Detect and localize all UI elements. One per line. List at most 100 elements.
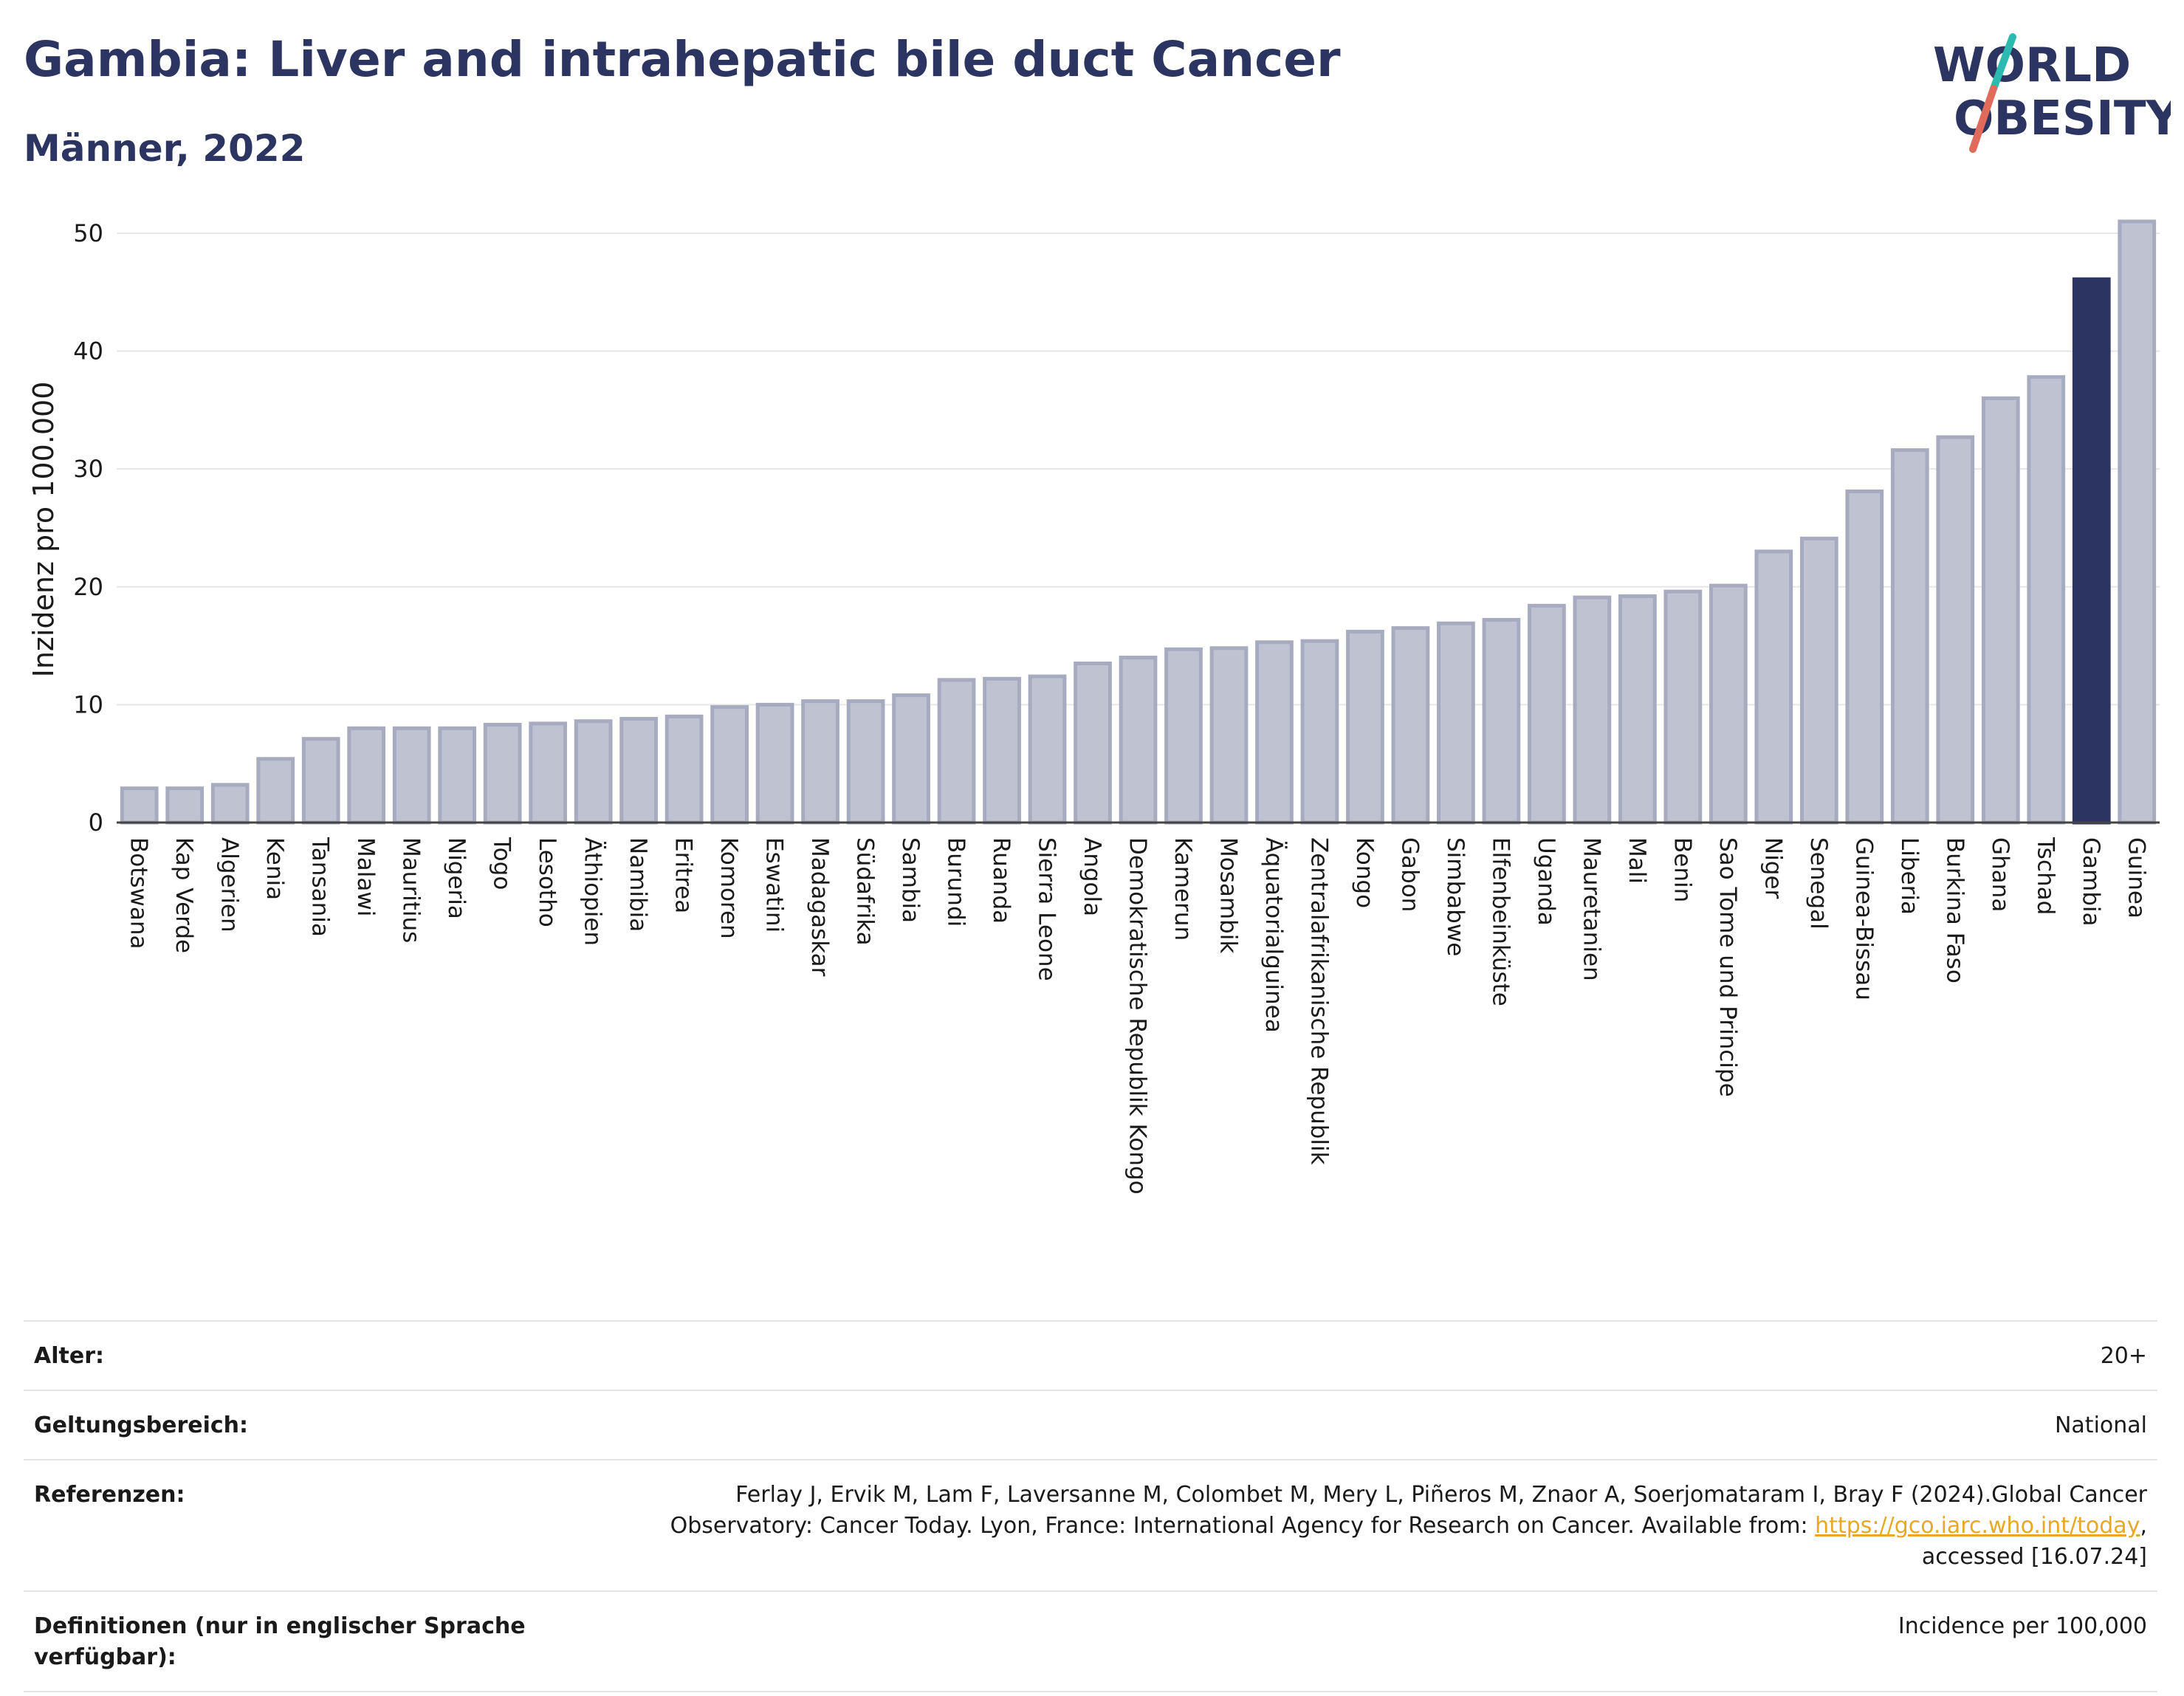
chart-title: Gambia: Liver and intrahepatic bile duct… [24,31,1341,88]
x-tick-label: Elfenbeinküste [1487,837,1514,1006]
bar-kamerun [1164,647,1203,825]
bar-niger [1754,549,1793,825]
x-tick-label: Guinea [2123,837,2149,919]
bar-madagaskar [801,699,839,825]
x-tick-label: Sambia [897,837,924,923]
y-tick-label: 40 [73,337,103,365]
y-tick-label: 30 [73,455,103,483]
bar-ghana [1981,396,2020,825]
x-tick-label: Mali [1624,837,1650,884]
y-tick-label: 10 [73,690,103,718]
x-tick-label: Ghana [1987,837,2013,912]
bar-burkina-faso [1936,435,1975,825]
x-tick-label: Lesotho [534,837,560,927]
reference-comma: , [2140,1513,2147,1539]
x-tick-label: Gambia [2078,837,2104,927]
x-tick-label: Kenia [261,837,288,900]
bar-elfenbeinküste [1482,617,1521,825]
x-tick-label: Uganda [1533,837,1559,926]
info-row-definitions: Definitionen (nur in englischer Sprache … [24,1590,2157,1692]
bar-äquatorialguinea [1255,640,1294,825]
x-tick-label: Liberia [1896,837,1923,915]
bar-liberia [1890,448,1929,825]
bar-guinea [2118,219,2157,825]
x-tick-label: Äthiopien [580,837,606,946]
bar-kenia [256,757,295,825]
x-tick-label: Sao Tome und Principe [1714,837,1741,1097]
reference-line-3: accessed [16.07.24] [1921,1544,2147,1570]
y-tick-label: 50 [73,219,103,247]
x-tick-label: Eswatini [761,837,788,933]
bar-togo [483,723,522,825]
bar-burundi [937,678,976,825]
bar-chart: 0 10 20 30 40 50 Inzidenz pro 100.000 Botswana K… [27,219,2160,1195]
x-tick-label: Sierra Leone [1034,837,1060,981]
logo-line-world: WORLD [1933,38,2131,93]
info-table: Alter: 20+ Geltungsbereich: National Ref… [24,1320,2157,1692]
bar-mauretanien [1573,595,1612,825]
info-row-age: Alter: 20+ [24,1320,2157,1390]
bar-demokratische-republik-kongo [1119,656,1158,825]
bar-botswana [120,786,159,825]
info-value-references: Ferlay J, Ervik M, Lam F, Laversanne M, … [561,1459,2157,1591]
bar-benin [1663,589,1703,825]
reference-link[interactable]: https://gco.iarc.who.int/today [1815,1513,2140,1539]
bar-kap-verde [165,786,205,825]
logo-slash-top [1990,33,2016,92]
bar-äthiopien [574,719,613,825]
x-tick-label: Äquatorialguinea [1260,837,1287,1033]
y-tick-label: 0 [89,808,103,837]
info-value-age: 20+ [561,1320,2157,1390]
x-tick-label: Mauretanien [1578,837,1604,981]
bar-komoren [710,705,749,825]
x-tick-label: Demokratische Republik Kongo [1124,837,1151,1195]
bar-senegal [1799,536,1838,825]
bar-kongo [1346,629,1384,825]
bar-guinea-bissau [1845,489,1884,825]
x-tick-label: Simbabwe [1442,837,1469,956]
info-label-age: Alter: [24,1320,561,1390]
bar-tschad [2027,375,2066,825]
info-label-scope: Geltungsbereich: [24,1390,561,1460]
reference-line-2: Observatory: Cancer Today. Lyon, France:… [670,1513,1816,1539]
info-value-definitions: Incidence per 100,000 [561,1590,2157,1692]
x-tick-label: Botswana [126,837,152,950]
bar-algerien [210,783,250,825]
bar-ruanda [983,676,1021,825]
bar-eritrea [665,714,704,825]
x-tick-label: Nigeria [443,837,470,919]
y-axis-label: Inzidenz pro 100.000 [27,382,60,678]
x-tick-label: Eritrea [670,837,697,913]
x-tick-label: Kongo [1351,837,1378,908]
x-tick-label: Zentralafrikanische Republik [1305,837,1332,1165]
bar-mali [1618,594,1657,825]
info-label-definitions: Definitionen (nur in englischer Sprache … [24,1590,561,1692]
info-value-scope: National [561,1390,2157,1460]
x-tick-label: Angola [1079,837,1105,916]
x-tick-label: Benin [1669,837,1695,902]
info-label-references: Referenzen: [24,1459,561,1591]
bar-südafrika [846,699,885,825]
x-tick-label: Guinea-Bissau [1850,837,1877,1000]
bar-nigeria [438,726,477,825]
x-tick-label: Gabon [1396,837,1423,912]
x-tick-label: Komoren [715,837,742,939]
x-tick-label: Senegal [1805,837,1832,930]
x-tick-label: Mauritius [398,837,425,943]
bar-zentralafrikanische-republik [1300,639,1339,825]
x-tick-label: Tansania [307,837,334,937]
bar-gambia [2072,277,2111,825]
world-obesity-logo: WORLD OBESITY [1933,33,2171,153]
chart-subtitle: Männer, 2022 [24,127,306,170]
bar-angola [1074,662,1112,825]
reference-line-1: Ferlay J, Ervik M, Lam F, Laversanne M, … [735,1482,2147,1508]
x-tick-label: Ruanda [988,837,1014,924]
info-row-scope: Geltungsbereich: National [24,1390,2157,1460]
y-tick-label: 20 [73,573,103,601]
x-tick-label: Namibia [625,837,651,932]
bar-malawi [347,726,386,825]
bar-lesotho [529,721,568,825]
bar-uganda [1528,603,1566,825]
bar-sao-tome-und-principe [1709,583,1748,825]
x-tick-label: Madagaskar [806,837,833,977]
